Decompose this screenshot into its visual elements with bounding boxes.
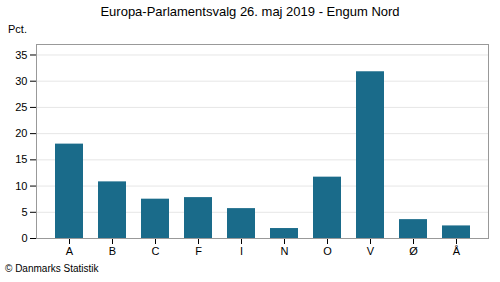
svg-text:25: 25 xyxy=(15,101,27,113)
svg-text:V: V xyxy=(367,245,375,257)
svg-text:Å: Å xyxy=(453,245,461,257)
svg-text:30: 30 xyxy=(15,75,27,87)
svg-text:N: N xyxy=(281,245,289,257)
html-text:Pct.: Pct. xyxy=(8,23,27,35)
svg-text:10: 10 xyxy=(15,180,27,192)
svg-text:B: B xyxy=(109,245,116,257)
svg-text:C: C xyxy=(152,245,160,257)
html-text:Europa-Parlamentsvalg 26. maj: Europa-Parlamentsvalg 26. maj 2019 - Eng… xyxy=(100,4,400,19)
svg-text:35: 35 xyxy=(15,49,27,61)
svg-text:A: A xyxy=(66,245,74,257)
svg-text:15: 15 xyxy=(15,153,27,165)
svg-text:5: 5 xyxy=(21,206,27,218)
html-text:© Danmarks Statistik: © Danmarks Statistik xyxy=(5,263,99,274)
svg-text:I: I xyxy=(240,245,243,257)
svg-text:20: 20 xyxy=(15,127,27,139)
svg-text:F: F xyxy=(195,245,202,257)
svg-text:0: 0 xyxy=(21,232,27,244)
svg-text:Ø: Ø xyxy=(409,245,418,257)
svg-text:O: O xyxy=(323,245,332,257)
